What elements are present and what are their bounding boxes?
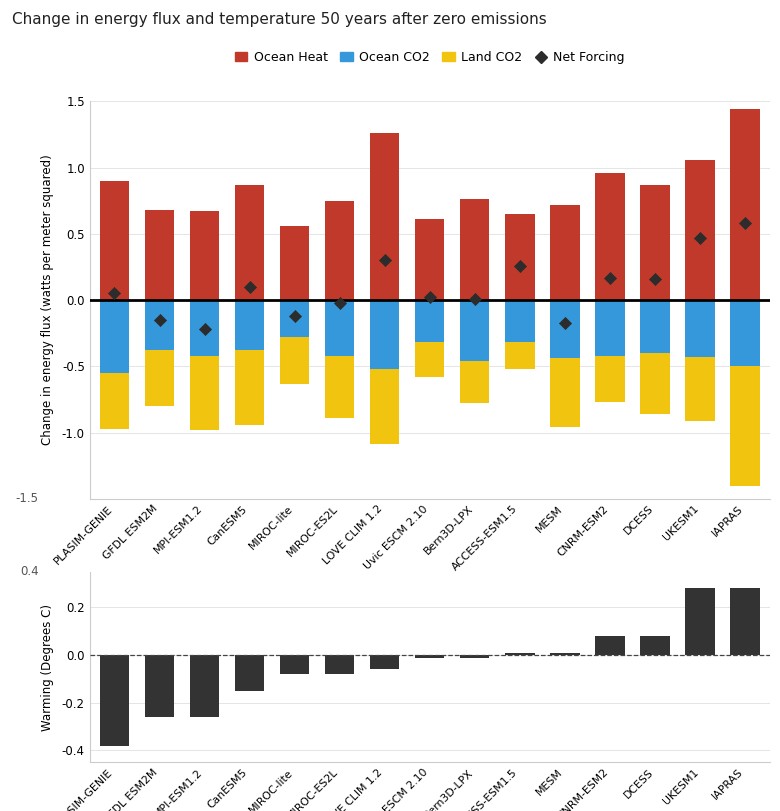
Bar <box>325 200 354 300</box>
Bar <box>505 300 534 342</box>
Bar <box>100 181 129 300</box>
Bar <box>415 300 445 342</box>
Bar <box>235 185 264 300</box>
Y-axis label: Warming (Degrees C): Warming (Degrees C) <box>41 603 54 731</box>
Bar <box>595 300 625 356</box>
Bar <box>235 350 264 425</box>
Point <box>198 323 211 336</box>
Bar <box>640 353 670 414</box>
Point <box>108 287 121 300</box>
Bar <box>415 219 445 300</box>
Y-axis label: Change in energy flux (watts per meter squared): Change in energy flux (watts per meter s… <box>41 155 54 445</box>
Bar <box>460 655 490 658</box>
Bar <box>505 653 534 655</box>
Bar <box>370 133 399 300</box>
Bar <box>280 226 310 300</box>
Point <box>693 231 706 244</box>
Bar <box>640 185 670 300</box>
Bar <box>686 589 714 655</box>
Bar <box>190 212 219 300</box>
Bar <box>730 367 760 486</box>
Bar <box>505 214 534 300</box>
Bar <box>325 300 354 356</box>
Bar <box>415 342 445 377</box>
Bar <box>190 300 219 356</box>
Bar <box>460 200 490 300</box>
Bar <box>280 655 310 674</box>
Bar <box>686 357 714 421</box>
Bar <box>100 300 129 373</box>
Point <box>378 254 391 267</box>
Bar <box>190 655 219 717</box>
Point <box>424 291 436 304</box>
Bar <box>235 300 264 350</box>
Bar <box>370 369 399 444</box>
Bar <box>370 300 399 369</box>
Bar <box>595 356 625 402</box>
Bar <box>145 655 174 717</box>
Point <box>469 292 481 305</box>
Text: 0.4: 0.4 <box>20 565 39 578</box>
Bar <box>686 300 714 357</box>
Point <box>243 281 256 294</box>
Point <box>558 316 571 329</box>
Bar <box>550 204 580 300</box>
Bar <box>145 210 174 300</box>
Bar <box>640 300 670 353</box>
Bar <box>280 300 310 337</box>
Bar <box>505 342 534 369</box>
Bar <box>550 358 580 427</box>
Point <box>154 313 166 326</box>
Bar <box>686 160 714 300</box>
Bar <box>730 589 760 655</box>
Point <box>334 296 346 309</box>
Bar <box>730 109 760 300</box>
Legend: Ocean Heat, Ocean CO2, Land CO2, Net Forcing: Ocean Heat, Ocean CO2, Land CO2, Net For… <box>230 46 629 69</box>
Bar <box>730 300 760 367</box>
Text: -1.5: -1.5 <box>16 492 39 505</box>
Bar <box>145 300 174 350</box>
Bar <box>235 655 264 691</box>
Bar <box>325 655 354 674</box>
Point <box>604 271 616 284</box>
Point <box>289 310 301 323</box>
Bar <box>370 655 399 669</box>
Point <box>739 217 751 230</box>
Bar <box>280 337 310 384</box>
Point <box>513 260 526 272</box>
Text: Change in energy flux and temperature 50 years after zero emissions: Change in energy flux and temperature 50… <box>12 12 547 27</box>
Point <box>649 272 661 285</box>
Bar <box>550 653 580 655</box>
Bar <box>595 636 625 655</box>
Bar <box>415 655 445 658</box>
Bar <box>460 361 490 403</box>
Bar <box>460 300 490 361</box>
Bar <box>550 300 580 358</box>
Bar <box>595 173 625 300</box>
Bar <box>100 655 129 745</box>
Bar <box>145 350 174 406</box>
Bar <box>325 356 354 418</box>
Bar <box>640 636 670 655</box>
Bar <box>190 356 219 430</box>
Bar <box>100 373 129 428</box>
